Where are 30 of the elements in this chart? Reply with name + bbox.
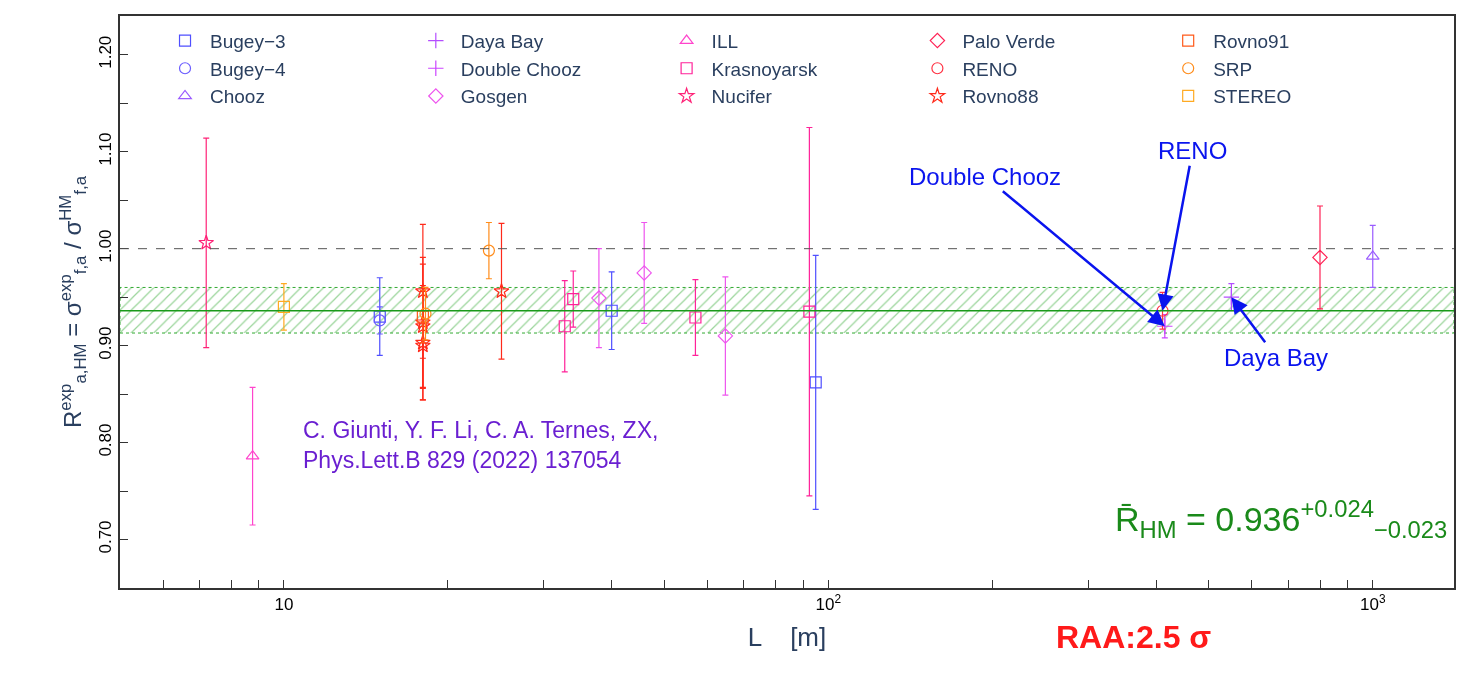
legend-label: Double Chooz xyxy=(460,58,582,80)
legend-label: Nucifer xyxy=(711,86,773,108)
legend-label: Chooz xyxy=(210,86,265,108)
legend-label: Bugey−3 xyxy=(210,30,286,52)
annotation: Daya Bay xyxy=(1224,344,1329,371)
x-tick-label: 10$^{2}$ xyxy=(815,592,842,615)
legend-label: Gosgen xyxy=(460,86,528,108)
legend-label: Krasnoyarsk xyxy=(711,58,818,80)
annotation: RENO xyxy=(1158,137,1228,164)
y-tick-label: 0.80 xyxy=(96,423,116,457)
annotation: C. Giunti, Y. F. Li, C. A. Ternes, ZX, Phys.Lett.B 829 (2022) 137054 xyxy=(303,417,659,473)
y-tick-label: 1.10 xyxy=(96,132,116,166)
y-tick-label: 0.70 xyxy=(96,520,116,554)
legend-label: SRP xyxy=(1213,58,1253,80)
legend-label: Daya Bay xyxy=(460,30,544,52)
legend-label: STEREO xyxy=(1213,86,1292,108)
x-tick-label: 10$^{3}$ xyxy=(1359,592,1386,615)
legend-label: Palo Verde xyxy=(962,30,1056,52)
legend-label: Rovno91 xyxy=(1213,30,1290,52)
legend-label: Bugey−4 xyxy=(210,58,286,80)
x-tick-label: 10 xyxy=(274,595,294,615)
x-axis-title: L [m] xyxy=(747,622,827,653)
annotation: Double Chooz xyxy=(909,163,1062,190)
text: RAA:2.5 σ xyxy=(1056,619,1212,655)
legend-label: ILL xyxy=(711,30,739,52)
y-tick-label: 0.90 xyxy=(96,326,116,360)
y-tick-label: 1.00 xyxy=(96,229,116,263)
y-tick-label: 1.20 xyxy=(96,35,116,69)
legend-label: RENO xyxy=(962,58,1018,80)
legend-label: Rovno88 xyxy=(962,86,1039,108)
